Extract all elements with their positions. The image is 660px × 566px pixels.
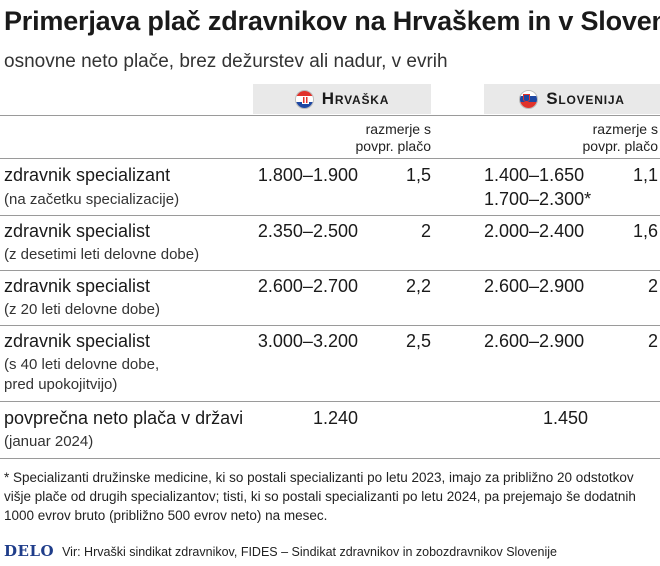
row-note: (z 20 leti delovne dobe) [4, 301, 160, 318]
row-label: zdravnik specialist [4, 331, 151, 351]
croatia-salary: 2.600–2.700 [257, 276, 358, 296]
row-note: (z desetimi leti delovne dobe) [4, 246, 200, 263]
country-header-slovenia: Slovenija [484, 84, 660, 114]
footnote: * Specializanti družinske medicine, ki s… [4, 470, 636, 523]
row-label: zdravnik specialist [4, 221, 151, 241]
slovenia-salary: 2.600–2.900 [484, 331, 585, 351]
slovenia-salary: 1.450 [542, 408, 588, 428]
slovenia-ratio: 1,6 [632, 221, 658, 241]
country-name-croatia: Hrvaška [321, 89, 390, 108]
slovenia-ratio: 2 [647, 276, 658, 296]
page-title: Primerjava plač zdravnikov na Hrvaškem i… [4, 6, 660, 36]
croatia-salary: 3.000–3.200 [257, 331, 358, 351]
divider [0, 270, 660, 271]
row-note: (na začetku specializacije) [4, 191, 180, 208]
croatia-ratio: 2 [420, 221, 431, 241]
divider [0, 325, 660, 326]
row-note: (januar 2024) [4, 433, 94, 450]
slovenia-salary: 2.000–2.400 [484, 221, 585, 241]
row-note: pred upokojitvijo) [4, 376, 118, 393]
croatia-salary: 1.800–1.900 [257, 165, 358, 185]
divider [0, 215, 660, 216]
page-subtitle: osnovne neto plače, brez dežurstev ali n… [4, 51, 448, 72]
divider [0, 458, 660, 459]
row-label: povprečna neto plača v državi [4, 408, 244, 428]
row-label: zdravnik specializant [4, 165, 171, 185]
divider [0, 158, 660, 159]
croatia-ratio: 1,5 [405, 165, 431, 185]
slovenia-salary-family-medicine: 1.700–2.300* [484, 189, 592, 209]
row-label: zdravnik specialist [4, 276, 151, 296]
slovenia-salary: 1.400–1.650 [484, 165, 585, 185]
ratio-header-croatia: razmerje s povpr. plačo [355, 121, 432, 154]
delo-logo: DELO [4, 542, 55, 560]
croatia-ratio: 2,2 [405, 276, 431, 296]
source-text: Vir: Hrvaški sindikat zdravnikov, FIDES … [62, 545, 557, 559]
ratio-header-slovenia: razmerje s povpr. plačo [582, 121, 659, 154]
slovenia-flag-icon [519, 89, 539, 109]
croatia-salary: 1.240 [312, 408, 358, 428]
divider [0, 115, 660, 116]
country-name-slovenia: Slovenija [546, 89, 625, 108]
slovenia-ratio: 1,1 [632, 165, 658, 185]
slovenia-salary: 2.600–2.900 [484, 276, 585, 296]
country-header-croatia: Hrvaška [253, 84, 431, 114]
divider [0, 401, 660, 402]
slovenia-ratio: 2 [647, 331, 658, 351]
source-line: DELO Vir: Hrvaški sindikat zdravnikov, F… [4, 542, 557, 560]
row-note: (s 40 leti delovne dobe, [4, 356, 160, 373]
croatia-ratio: 2,5 [405, 331, 431, 351]
croatia-flag-icon [294, 89, 314, 109]
croatia-salary: 2.350–2.500 [257, 221, 358, 241]
